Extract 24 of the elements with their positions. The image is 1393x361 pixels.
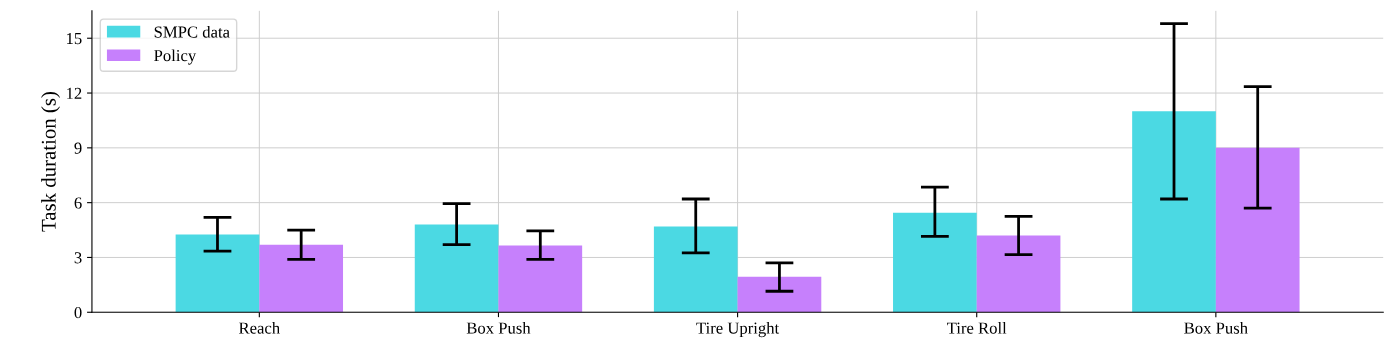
bar (893, 212, 977, 313)
y-tick-label: 9 (74, 142, 82, 154)
bar (1215, 147, 1300, 313)
bar (414, 224, 499, 313)
bar (976, 235, 1061, 313)
legend-label: SMPC data (154, 25, 230, 38)
y-tick-label: 15 (67, 33, 82, 45)
y-tick-label: 0 (74, 306, 82, 319)
x-tick-label: Tire Roll (947, 321, 1007, 334)
y-tick-label: 6 (74, 197, 82, 209)
bar (498, 245, 583, 313)
x-tick-label: Box Push (1184, 321, 1248, 334)
x-tick-label: Box Push (466, 321, 531, 334)
bar (259, 244, 344, 313)
y-axis-title: Task duration (s) (41, 92, 60, 232)
bar (175, 234, 260, 313)
legend-label: Policy (154, 49, 197, 65)
bar (1132, 111, 1216, 313)
x-tick-label: Tire Upright (696, 321, 780, 338)
x-tick-label: Reach (238, 321, 280, 334)
y-tick-label: 12 (67, 87, 82, 99)
bar (653, 226, 738, 313)
bar (737, 276, 822, 313)
y-tick-label: 3 (74, 252, 82, 264)
